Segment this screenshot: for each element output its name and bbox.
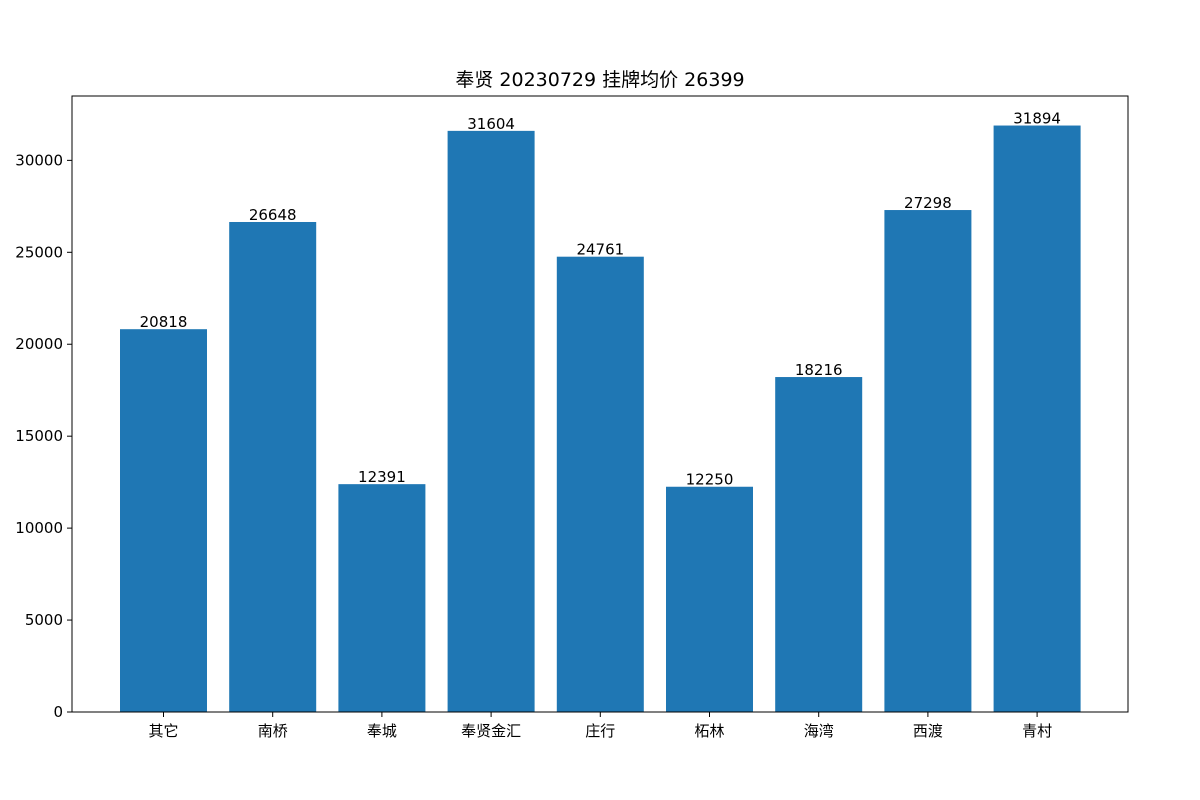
y-tick-label: 0 [53,703,63,721]
y-tick-label: 20000 [15,335,63,353]
y-tick-label: 30000 [15,151,63,169]
bar-value-label: 26648 [249,206,297,224]
bars [120,125,1081,713]
x-tick-label: 南桥 [258,722,288,740]
y-tick-label: 15000 [15,427,63,445]
x-tick-label: 奉贤金汇 [461,722,521,740]
bar [993,125,1081,712]
bar [884,210,972,713]
bar-value-label: 18216 [795,361,843,379]
x-axis: 其它 南桥 奉城 奉贤金汇 庄行 柘林 海湾 西渡 青村 [148,712,1052,740]
bar-value-label: 27298 [904,194,952,212]
bar [666,486,753,712]
bar [120,329,207,712]
x-tick-label: 柘林 [694,722,724,740]
x-tick-label: 西渡 [913,722,943,740]
chart-title: 奉贤 20230729 挂牌均价 26399 [455,69,744,91]
x-tick-label: 其它 [148,722,178,740]
y-axis: 0 5000 10000 15000 20000 25000 30000 [15,151,72,721]
bar-value-label: 12250 [686,471,734,489]
bar-value-label: 12391 [358,468,406,486]
bar-value-label: 31894 [1013,110,1061,128]
y-tick-label: 25000 [15,243,63,261]
bar [556,256,644,712]
bar-value-label: 31604 [467,115,515,133]
bar-value-labels: 20818 26648 12391 31604 24761 12250 18216 27298… [140,110,1061,489]
bar [447,130,535,712]
x-tick-label: 奉城 [367,722,397,740]
x-tick-label: 海湾 [804,722,834,740]
bar [775,377,863,712]
y-tick-label: 10000 [15,519,63,537]
bar-value-label: 20818 [140,313,188,331]
bar [338,484,426,712]
x-tick-label: 青村 [1022,722,1052,740]
bar-value-label: 24761 [576,241,624,259]
x-tick-label: 庄行 [585,722,615,740]
bar [229,221,317,712]
y-tick-label: 5000 [25,611,63,629]
